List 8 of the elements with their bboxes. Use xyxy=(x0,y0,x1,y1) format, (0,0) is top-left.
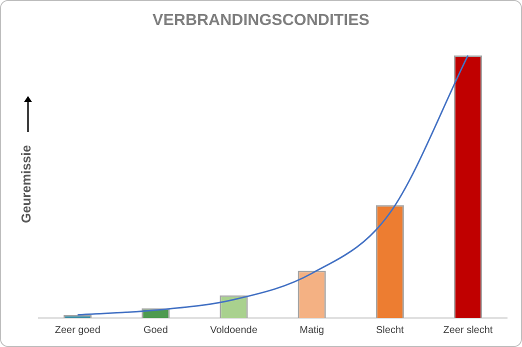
x-tick-label: Slecht xyxy=(376,324,404,336)
y-axis-title: Geuremissie xyxy=(18,145,34,224)
x-tick-label: Zeer slecht xyxy=(443,324,493,336)
x-tick-label: Goed xyxy=(143,324,168,336)
x-tick-label: Zeer goed xyxy=(54,324,100,336)
x-tick-label: Matig xyxy=(300,324,324,336)
x-tick-label: Voldoende xyxy=(210,324,258,336)
chart-title: VERBRANDINGSCONDITIES xyxy=(152,12,370,30)
